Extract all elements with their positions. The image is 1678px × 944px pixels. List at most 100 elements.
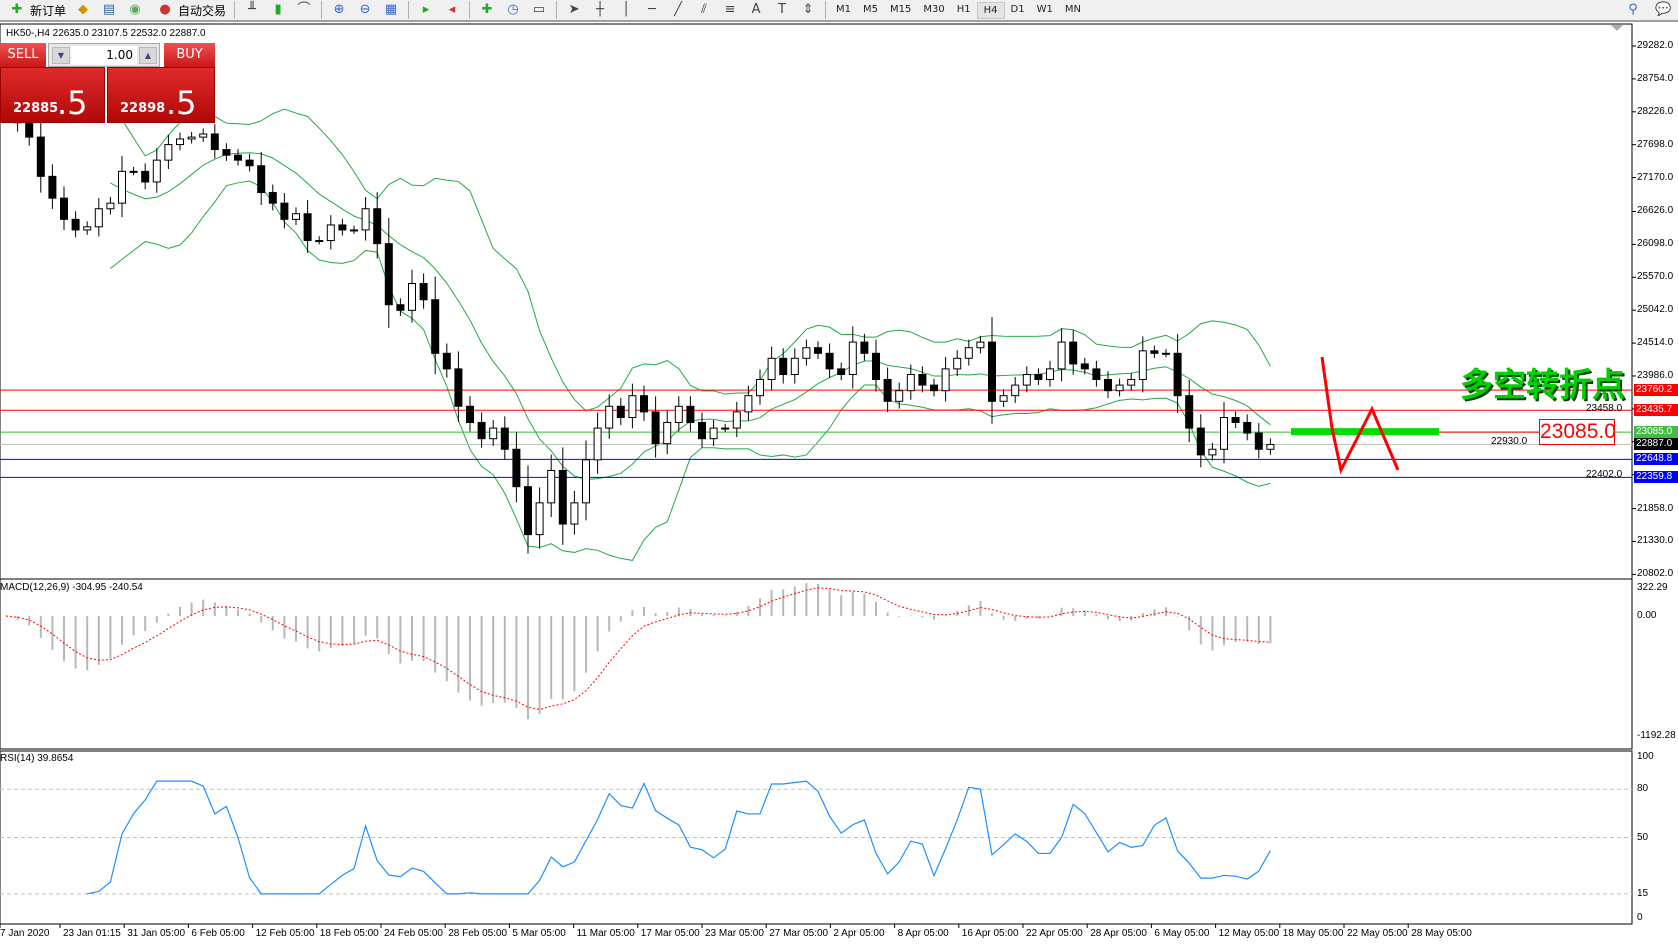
signal-icon[interactable]: ◉ [129, 2, 141, 17]
chat-icon[interactable]: 💬 [1655, 2, 1672, 17]
bull-candle [176, 138, 184, 146]
bar-chart-icon[interactable]: ╨ [248, 2, 256, 17]
period-m15-button[interactable]: M15 [890, 3, 912, 15]
bull-candle [1220, 416, 1228, 450]
bollinger-upper-band [109, 97, 1271, 412]
templates-icon[interactable]: ▭ [532, 2, 546, 17]
bear-candle [512, 448, 521, 488]
new-order-icon: ✚ [11, 2, 23, 17]
bear-candle [1254, 432, 1263, 450]
period-m30-button[interactable]: M30 [923, 3, 945, 15]
price-axis-label: 22930.0 [1491, 435, 1528, 447]
bear-candle [36, 136, 45, 177]
search-icon[interactable]: ⚲ [1628, 2, 1638, 17]
bear-candle [686, 405, 695, 423]
indicators-icon[interactable]: ✚ [481, 2, 493, 17]
time-axis-label: 8 Apr 05:00 [897, 928, 949, 939]
price-level-tag: 23760.2 [1634, 384, 1678, 397]
bull-candle [83, 226, 92, 231]
bull-candle [199, 133, 208, 138]
period-w1-button[interactable]: W1 [1036, 3, 1053, 15]
price-axis-label: 25042.0 [1637, 304, 1674, 316]
clock-icon[interactable]: ◷ [507, 2, 519, 17]
bear-candle [883, 378, 892, 402]
auto-trade-button[interactable]: ● 自动交易 [148, 0, 230, 20]
text-label-icon[interactable]: T [778, 2, 786, 17]
volume-up-button[interactable]: ▲ [139, 47, 157, 64]
rsi-line [87, 780, 1271, 895]
crosshair-icon[interactable]: ┼ [596, 2, 604, 17]
buy-price-button[interactable]: 22898 .5 [107, 67, 215, 123]
bull-candle [767, 357, 776, 380]
vertical-line-icon[interactable]: │ [622, 2, 630, 17]
price-axis-label: 21858.0 [1637, 502, 1674, 514]
bear-candle [988, 341, 996, 402]
horizontal-line-icon[interactable]: ─ [648, 2, 656, 17]
chart-canvas[interactable] [0, 22, 1678, 944]
time-axis-label: 28 Feb 05:00 [448, 928, 508, 939]
period-m1-button[interactable]: M1 [836, 3, 852, 15]
bear-candle [210, 133, 219, 151]
equidistant-channel-icon[interactable]: ⫽ [701, 2, 707, 17]
chart-shift-icon[interactable]: ◂ [448, 2, 456, 17]
rsi-axis-label: 100 [1637, 751, 1654, 762]
price-level-tag: 22648.8 [1634, 453, 1678, 466]
fibonacci-icon[interactable]: ≡ [724, 2, 736, 17]
bear-candle [303, 213, 312, 242]
bear-candle [558, 469, 567, 525]
bear-candle [338, 224, 347, 231]
history-icon[interactable]: ▤ [102, 2, 116, 17]
period-mn-button[interactable]: MN [1064, 3, 1081, 15]
bull-candle [326, 224, 335, 242]
bear-candle [419, 283, 428, 301]
bear-candle [500, 427, 509, 450]
tile-icon[interactable]: ▦ [384, 2, 398, 17]
time-axis-label: 11 Mar 05:00 [576, 928, 635, 939]
autoscroll-icon[interactable]: ▸ [422, 2, 430, 17]
buy-button[interactable]: BUY [164, 43, 215, 67]
bull-candle [1022, 374, 1031, 386]
bear-candle [268, 192, 277, 204]
volume-stepper[interactable]: ▼ 1.00 ▲ [48, 43, 160, 67]
zigzag-arrow [1320, 356, 1400, 475]
text-icon[interactable]: A [751, 2, 761, 17]
bear-candle [1034, 374, 1043, 380]
bull-candle [663, 421, 672, 445]
bear-candle [454, 368, 463, 407]
period-d1-button[interactable]: D1 [1010, 3, 1025, 15]
zoom-out-icon[interactable]: ⊖ [359, 2, 371, 17]
sell-button[interactable]: SELL [0, 43, 46, 67]
volume-down-button[interactable]: ▼ [52, 47, 70, 64]
line-chart-icon[interactable]: ⌒ [297, 2, 311, 17]
bull-candle [361, 208, 370, 231]
macd-axis-label: -1192.28 [1637, 730, 1676, 741]
macd-signal-line [5, 587, 1271, 710]
bear-candle [280, 202, 289, 220]
bear-candle [1092, 368, 1101, 380]
time-axis-label: 23 Mar 05:00 [705, 928, 764, 939]
period-h4-button[interactable]: H4 [976, 1, 1005, 19]
arrows-icon[interactable]: ⇕ [802, 2, 814, 17]
gold-icon[interactable]: ◆ [78, 2, 89, 17]
time-axis-label: 6 May 05:00 [1154, 928, 1210, 939]
bull-candle [802, 347, 811, 359]
volume-input[interactable]: 1.00 [71, 46, 137, 65]
zoom-in-icon[interactable]: ⊕ [333, 2, 345, 17]
trendline-icon[interactable]: ╱ [674, 2, 682, 17]
price-axis-label: 26626.0 [1637, 205, 1674, 217]
price-axis-label: 27170.0 [1637, 171, 1674, 183]
cursor-icon[interactable]: ➤ [568, 2, 580, 17]
bear-candle [524, 486, 532, 536]
new-order-button[interactable]: ✚ 新订单 [0, 0, 70, 20]
rsi-axis-label: 0 [1637, 912, 1643, 923]
candle-chart-icon[interactable]: ▮ [274, 2, 282, 17]
time-axis-label: 12 May 05:00 [1218, 928, 1280, 939]
separator [825, 1, 827, 19]
bull-candle [906, 374, 915, 392]
period-h1-button[interactable]: H1 [956, 3, 971, 15]
period-m5-button[interactable]: M5 [863, 3, 879, 15]
sell-price-button[interactable]: 22885 .5 [0, 67, 105, 123]
bull-candle [790, 357, 799, 376]
bear-candle [234, 154, 242, 161]
separator [469, 1, 471, 19]
